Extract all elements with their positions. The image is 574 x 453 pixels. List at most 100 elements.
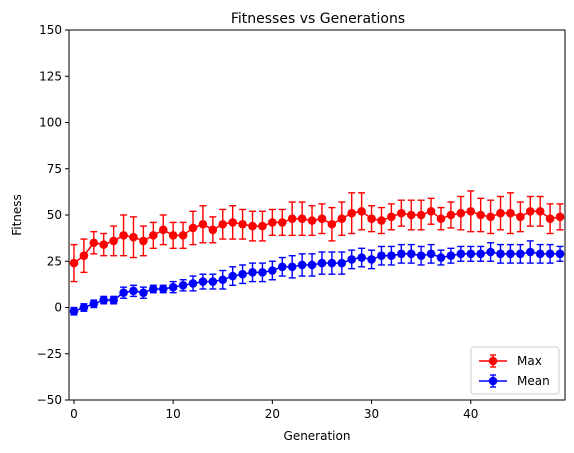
data-point xyxy=(436,214,446,223)
chart-title: Fitnesses vs Generations xyxy=(231,11,405,27)
data-point xyxy=(158,284,168,294)
data-point xyxy=(337,258,347,268)
data-point xyxy=(466,207,476,216)
y-tick-label: 25 xyxy=(47,254,62,268)
data-point xyxy=(466,249,476,259)
y-tick-label: 50 xyxy=(47,208,62,222)
data-point xyxy=(327,219,337,229)
data-point xyxy=(496,249,505,259)
x-tick-label: 40 xyxy=(463,407,478,421)
data-point xyxy=(287,214,297,223)
data-point xyxy=(486,247,495,257)
data-point xyxy=(109,295,118,305)
legend-label-mean: Mean xyxy=(517,374,550,388)
series-layer xyxy=(69,190,565,316)
data-point xyxy=(188,279,198,288)
data-point xyxy=(297,214,307,223)
data-point xyxy=(89,238,99,248)
data-point xyxy=(416,251,426,260)
data-point xyxy=(377,216,386,225)
data-point xyxy=(69,306,79,316)
data-point xyxy=(79,251,89,260)
data-point xyxy=(258,268,267,277)
y-tick-label: 0 xyxy=(54,301,62,315)
data-point xyxy=(228,271,237,281)
data-point xyxy=(268,266,277,275)
data-point xyxy=(188,223,198,233)
legend: Max Mean xyxy=(470,346,560,395)
data-point xyxy=(119,288,128,298)
y-tick-label: 100 xyxy=(39,116,62,130)
data-point xyxy=(397,249,406,259)
data-point xyxy=(109,236,118,246)
data-point xyxy=(69,258,79,268)
y-axis-label: Fitness xyxy=(10,194,24,236)
x-tick-label: 30 xyxy=(364,407,379,421)
series-mean xyxy=(69,240,565,316)
data-point xyxy=(149,231,158,240)
data-point xyxy=(416,210,426,220)
data-point xyxy=(337,214,347,223)
data-point xyxy=(178,281,188,290)
data-point xyxy=(208,277,218,286)
data-point xyxy=(218,219,228,229)
y-tick-label: 75 xyxy=(47,162,62,176)
data-point xyxy=(168,231,178,240)
data-point xyxy=(555,249,565,259)
data-point xyxy=(476,249,485,259)
data-point xyxy=(198,219,208,229)
data-point xyxy=(496,208,505,218)
data-point xyxy=(139,288,148,298)
data-point xyxy=(535,249,545,259)
x-tick-label: 0 xyxy=(70,407,78,421)
data-point xyxy=(367,255,376,264)
data-point xyxy=(248,268,257,277)
data-point xyxy=(545,249,555,259)
legend-label-max: Max xyxy=(517,354,542,368)
data-point xyxy=(149,284,158,294)
x-tick-label: 20 xyxy=(265,407,280,421)
y-tick-label: 125 xyxy=(39,69,62,83)
data-point xyxy=(347,208,357,218)
x-tick-label: 10 xyxy=(166,407,181,421)
data-point xyxy=(446,251,456,260)
data-point xyxy=(287,262,297,272)
data-point xyxy=(238,269,247,279)
data-point xyxy=(268,218,277,227)
data-point xyxy=(158,225,168,235)
data-point xyxy=(168,282,178,292)
legend-marker xyxy=(488,376,498,386)
data-point xyxy=(377,251,386,260)
data-point xyxy=(139,236,148,246)
data-point xyxy=(297,260,307,270)
data-point xyxy=(426,207,436,216)
data-point xyxy=(89,299,99,309)
data-point xyxy=(476,210,485,220)
data-point xyxy=(436,253,446,262)
data-point xyxy=(486,212,495,222)
data-point xyxy=(367,214,376,223)
data-point xyxy=(506,249,515,259)
series-max xyxy=(69,190,565,283)
data-point xyxy=(525,207,535,216)
data-point xyxy=(99,240,109,249)
data-point xyxy=(525,247,535,257)
data-point xyxy=(79,303,89,312)
data-point xyxy=(228,218,237,227)
y-tick-label: −50 xyxy=(37,393,62,407)
y-axis: −50 −25 0 25 50 75 100 125 150 xyxy=(37,23,69,407)
data-point xyxy=(99,295,109,305)
data-point xyxy=(129,286,138,296)
data-point xyxy=(307,216,317,225)
data-point xyxy=(397,208,406,218)
data-point xyxy=(506,208,515,218)
data-point xyxy=(516,249,525,259)
data-point xyxy=(406,210,416,220)
data-point xyxy=(347,255,357,264)
data-point xyxy=(248,221,257,231)
data-point xyxy=(178,231,188,240)
data-point xyxy=(357,207,366,216)
data-point xyxy=(218,275,228,285)
data-point xyxy=(456,208,466,218)
